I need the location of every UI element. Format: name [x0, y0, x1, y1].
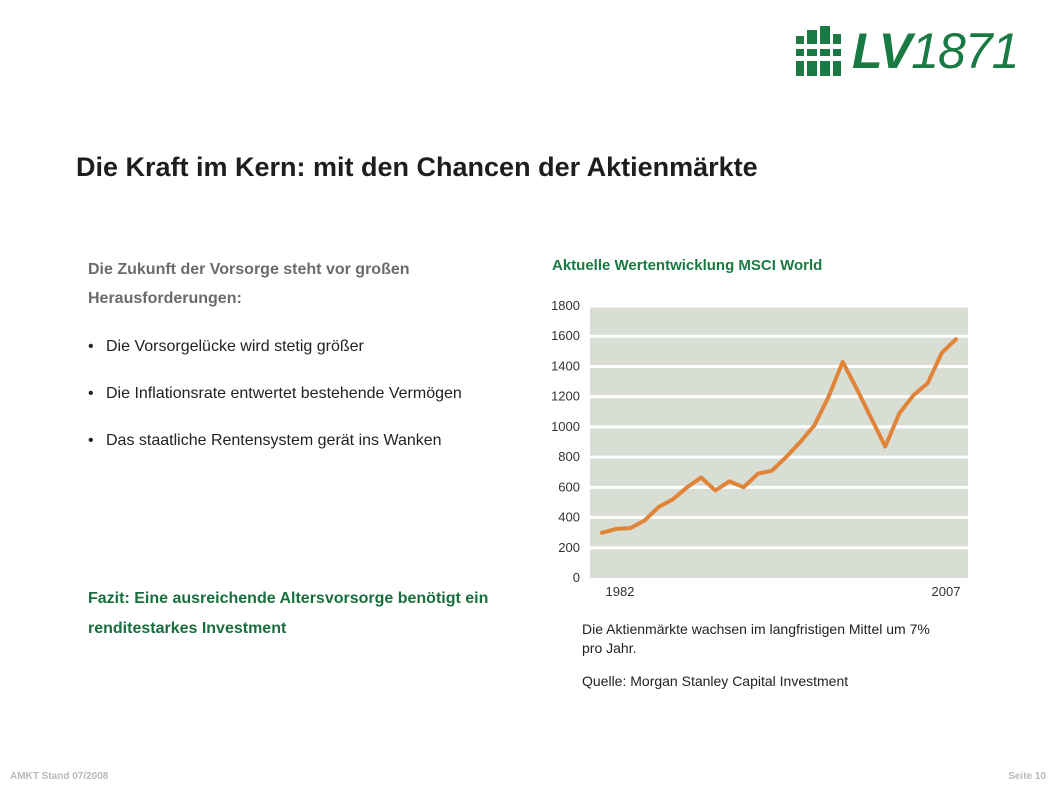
bullet-icon: •: [88, 385, 94, 402]
logo-brand: LV: [852, 23, 912, 79]
footer-stand: AMKT Stand 07/2008: [10, 771, 109, 782]
y-tick-label: 1200: [551, 389, 580, 404]
y-tick-label: 600: [558, 479, 580, 494]
x-tick-label: 2007: [932, 584, 961, 599]
series-line-msci-world: [600, 337, 958, 535]
y-tick-label: 0: [573, 570, 580, 585]
y-tick-label: 800: [558, 449, 580, 464]
y-tick-label: 1000: [551, 419, 580, 434]
x-tick-label: 1982: [606, 584, 635, 599]
bullet-text: Die Vorsorgelücke wird stetig größer: [106, 338, 364, 355]
line-chart: 0 200 400 600 800 1000 1200 1400 1600 1800 1982 200…: [551, 298, 968, 599]
lv-logo-text: LV1871: [852, 23, 1019, 79]
logo-year: 1871: [911, 23, 1019, 79]
chart-title: Aktuelle Wertentwicklung MSCI World: [552, 257, 823, 274]
y-tick-label: 400: [558, 510, 580, 525]
bullet-item: • Das staatliche Rentensystem gerät ins W…: [88, 426, 466, 456]
plot-area: [590, 306, 968, 578]
y-tick-label: 200: [558, 540, 580, 555]
conclusion-text: Fazit: Eine ausreichende Altersvorsorge …: [88, 590, 489, 637]
page-title: Die Kraft im Kern: mit den Chancen der A…: [76, 152, 758, 182]
intro-text: Die Zukunft der Vorsorge steht vor große…: [88, 261, 410, 307]
bullet-item: • Die Vorsorgelücke wird stetig größer: [88, 332, 488, 362]
chart-caption: Die Aktienmärkte wachsen im langfristige…: [582, 621, 930, 656]
y-tick-label: 1800: [551, 298, 580, 313]
bullet-list: • Die Vorsorgelücke wird stetig größer • D…: [88, 332, 488, 473]
bullet-icon: •: [88, 338, 94, 355]
bullet-text: Die Inflationsrate entwertet bestehende …: [106, 385, 462, 402]
footer-page-number: Seite 10: [1008, 771, 1046, 782]
chart-source: Quelle: Morgan Stanley Capital Investmen…: [582, 673, 849, 689]
bullet-icon: •: [88, 432, 94, 449]
y-tick-label: 1600: [551, 328, 580, 343]
lv-logo-emblem: [794, 26, 844, 76]
bullet-text: Das staatliche Rentensystem gerät ins Wa…: [106, 432, 442, 449]
bullet-item: • Die Inflationsrate entwertet bestehende…: [88, 379, 466, 409]
y-tick-label: 1400: [551, 358, 580, 373]
